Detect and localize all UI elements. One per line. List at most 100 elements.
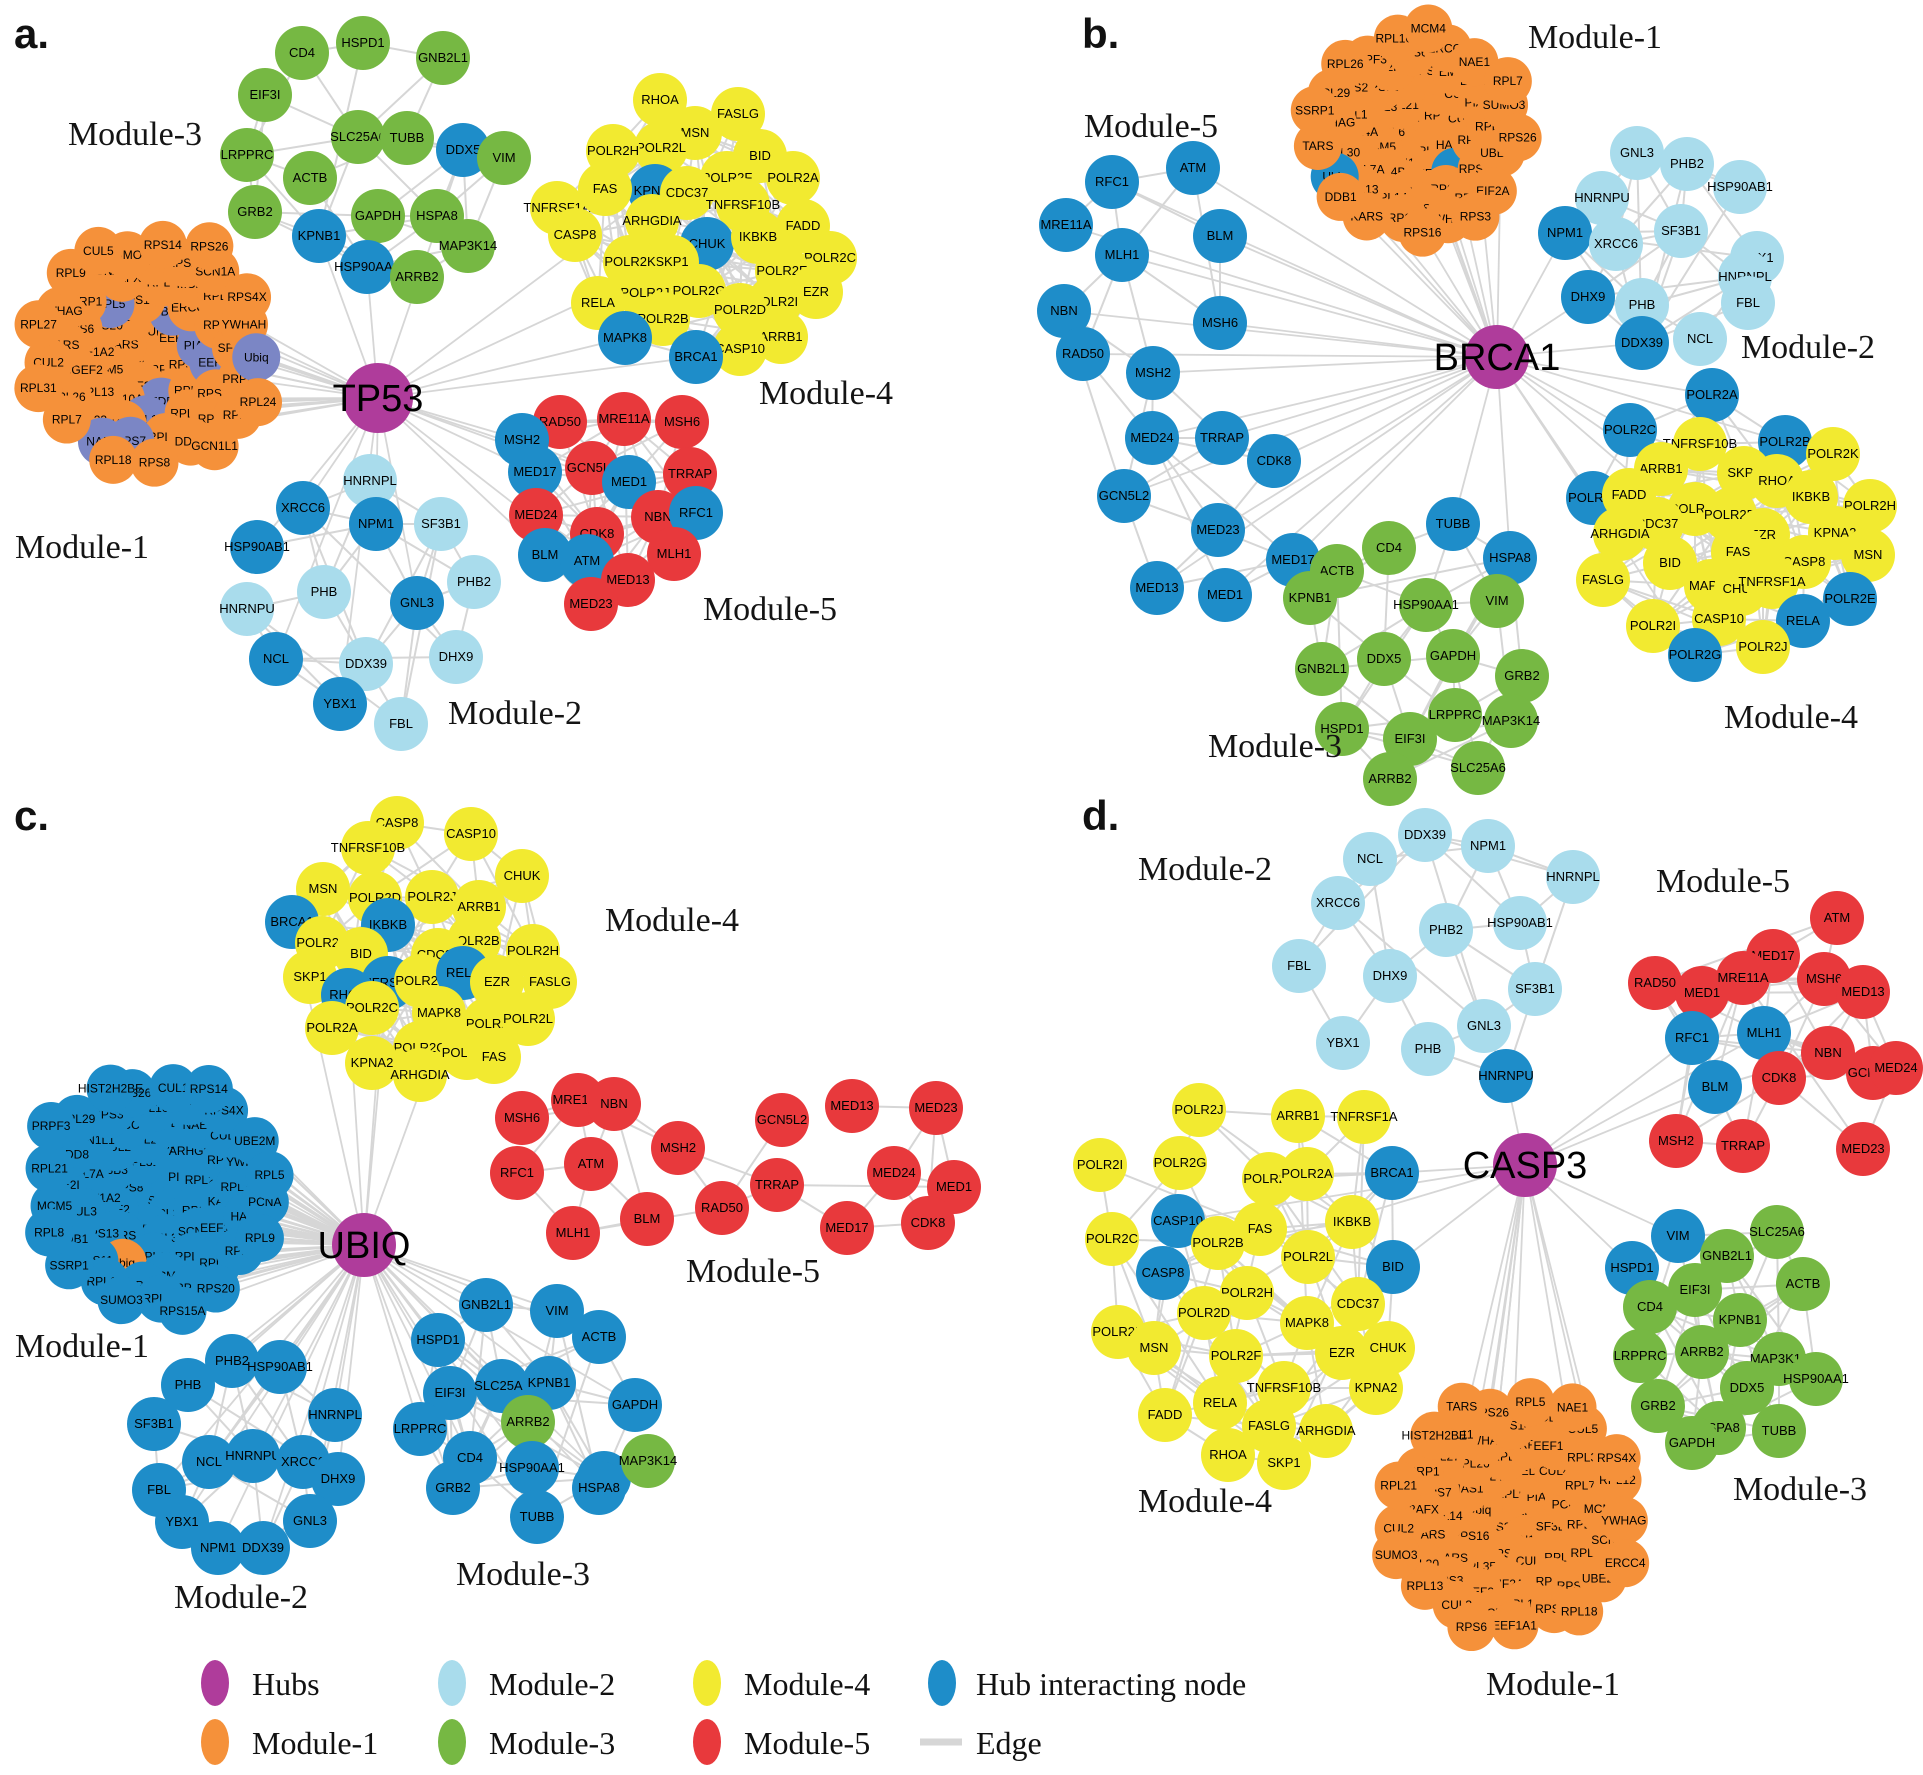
node-c-SUMO3 [97,1276,146,1325]
hub-label-TP53: TP53 [333,378,424,420]
node-d-EIF3I [1668,1263,1722,1317]
node-d-FAS [1233,1202,1287,1256]
module-label-d-module-1: Module-1 [1486,1666,1620,1703]
node-b-PHB [1615,278,1669,332]
node-d-GNL3 [1457,999,1511,1053]
module-label-c-module-4: Module-4 [605,902,739,939]
node-a-MAPK8 [598,311,652,365]
node-d-MLH1 [1737,1006,1791,1060]
node-d-XRCC6 [1311,876,1365,930]
node-c-NCL [182,1435,236,1489]
node-a-MLH1 [647,527,701,581]
node-b-NPM1 [1538,206,1592,260]
node-d-RELA [1193,1376,1247,1430]
node-a-LRPPRC [220,128,274,182]
node-d-VIM [1651,1209,1705,1263]
node-b-MED1 [1198,568,1252,622]
node-d-RPL5 [1506,1378,1555,1427]
hub-node-UBIQ [332,1213,396,1277]
legend-label-module5: Module-5 [744,1725,870,1761]
node-a-GCN1L1 [190,422,239,471]
node-a-POLR2H [586,124,640,178]
node-b-LRPPRC [1428,688,1482,742]
node-a-NPM1 [349,497,403,551]
node-c-TRRAP [750,1158,804,1212]
node-a-DHX9 [429,630,483,684]
node-a-Ubiq [232,333,281,382]
node-b-BLM [1193,209,1247,263]
node-b-MED23 [1191,503,1245,557]
node-b-POLR2C [1603,403,1657,457]
node-b-RPS16 [1398,208,1447,257]
node-d-POLR2H [1220,1266,1274,1320]
node-d-GAPDH [1665,1416,1719,1470]
node-d-RPS4X [1592,1434,1641,1483]
node-a-ACTB [283,151,337,205]
node-c-GAPDH [608,1378,662,1432]
node-d-FBL [1272,939,1326,993]
node-b-HSPD1 [1315,702,1369,756]
node-d-MSH2 [1649,1114,1703,1168]
node-b-VIM [1470,574,1524,628]
node-b-DDX39 [1615,316,1669,370]
node-c-EZR [470,955,524,1009]
legend-swatch-hub-interacting [928,1660,956,1706]
node-b-SSRP1 [1290,86,1339,135]
node-a-GNB2L1 [416,31,470,85]
node-c-HNRNPL [308,1388,362,1442]
node-a-RPL7 [42,395,91,444]
node-d-RFC1 [1665,1011,1719,1065]
node-d-NAE1 [1548,1383,1597,1432]
module-label-b-module-3: Module-3 [1208,728,1342,765]
node-d-ARRB2 [1675,1325,1729,1379]
node-d-POLR2D [1177,1286,1231,1340]
node-a-POLR2L [634,121,688,175]
node-c-HIST2H2BE [86,1064,135,1113]
node-b-GNL3 [1610,126,1664,180]
node-a-GAPDH [351,189,405,243]
node-b-RAD50 [1056,327,1110,381]
node-b-SLC25A6 [1451,741,1505,795]
node-b-ARHGDIA [1593,507,1647,561]
node-d-TRRAP [1716,1119,1770,1173]
node-c-ACTB [572,1310,626,1364]
node-b-DDB1 [1316,172,1365,221]
node-d-RPS6 [1447,1603,1496,1652]
node-c-CHUK [495,849,549,903]
node-d-YWHAG [1599,1496,1648,1545]
node-d-ACTB [1776,1257,1830,1311]
node-d-CASP10 [1151,1194,1205,1248]
node-b-RPS26 [1493,113,1542,162]
panel-letter-b: b. [1082,10,1119,57]
hub-node-CASP3 [1493,1133,1557,1197]
module-label-d-module-5: Module-5 [1656,863,1790,900]
node-b-PHB2 [1660,137,1714,191]
node-a-HSP90AA1 [340,240,394,294]
node-d-GNB2L1 [1700,1229,1754,1283]
node-d-KPNB1 [1713,1293,1767,1347]
node-c-GCN5L2 [755,1093,809,1147]
node-d-POLR2I [1073,1138,1127,1192]
node-b-BID [1643,536,1697,590]
node-d-MRE11A [1716,951,1770,1005]
node-b-CDK8 [1247,434,1301,488]
node-c-RPL8 [25,1208,74,1257]
node-c-MED17 [820,1201,874,1255]
node-b-TARS [1293,122,1342,171]
node-c-CUL1 [149,1064,198,1113]
node-a-FASLG [711,87,765,141]
node-c-SF3B1 [127,1397,181,1451]
node-b-RFC1 [1085,155,1139,209]
node-a-NCL [249,632,303,686]
node-d-HSP90AA1 [1789,1352,1843,1406]
node-c-MED13 [825,1079,879,1133]
module-label-a-module-2: Module-2 [448,695,582,732]
node-a-BLM [518,528,572,582]
node-a-RPS14 [138,220,187,269]
node-d-POLR2F [1209,1329,1263,1383]
panel-letter-d: d. [1082,792,1119,839]
node-a-EIF3I [238,68,292,122]
node-a-HSPD1 [336,16,390,70]
